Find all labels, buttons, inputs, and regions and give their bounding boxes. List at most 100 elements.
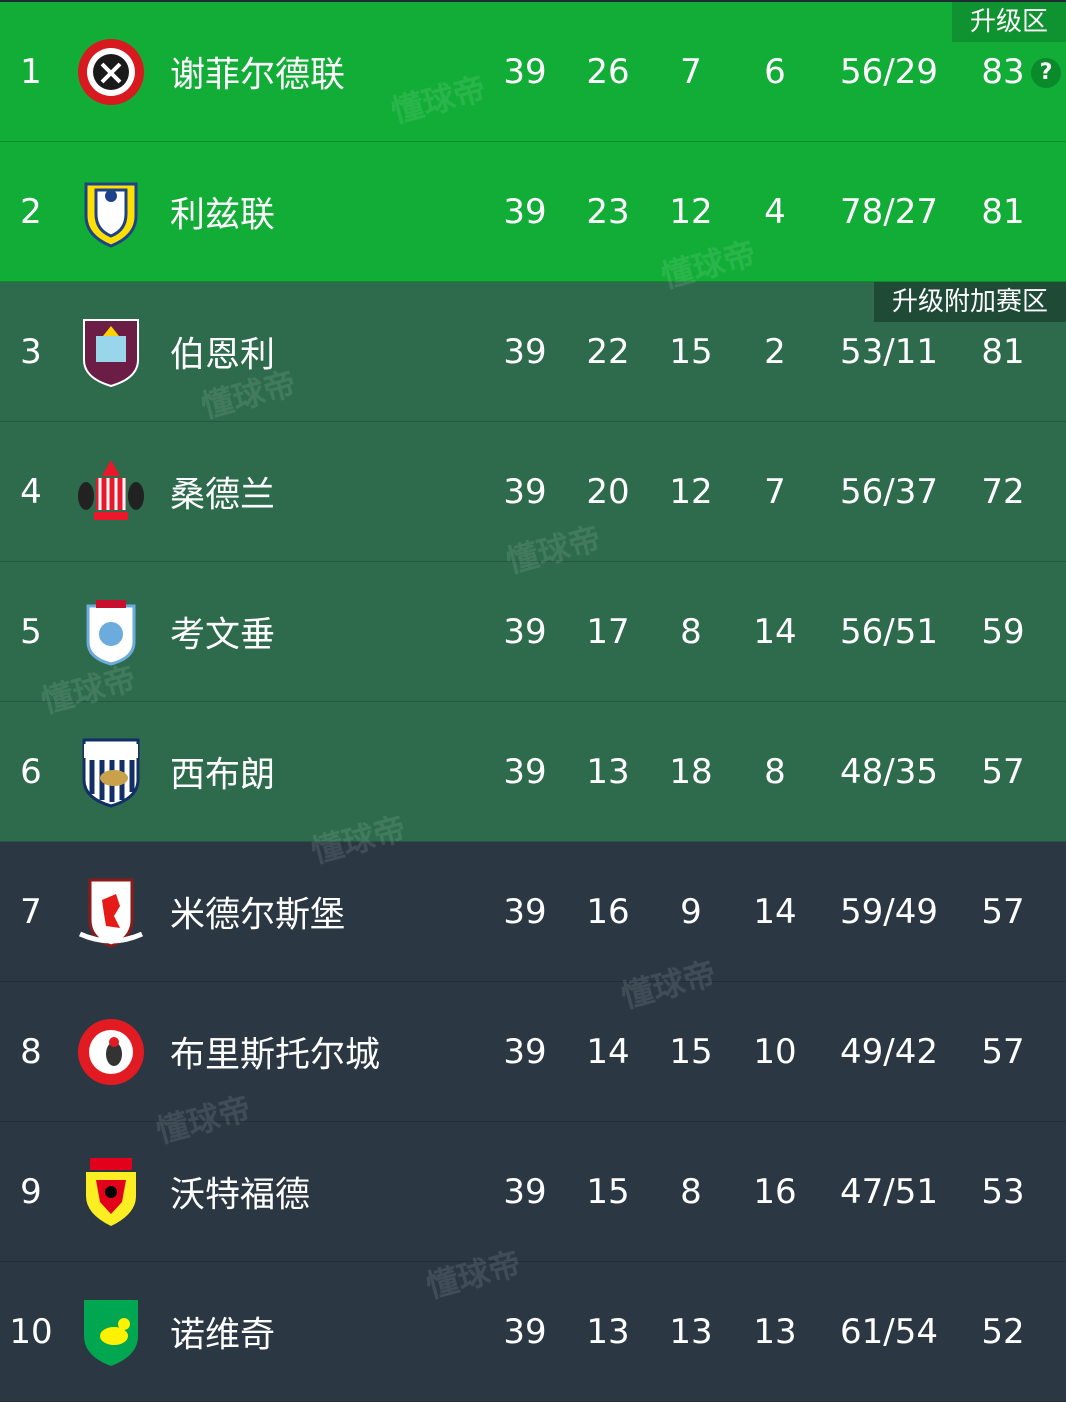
help-icon[interactable]: ? bbox=[1031, 58, 1061, 88]
draws: 8 bbox=[680, 611, 702, 652]
losses: 14 bbox=[753, 611, 797, 652]
played: 39 bbox=[503, 891, 547, 932]
west-brom-crest-icon bbox=[82, 738, 140, 808]
draws: 9 bbox=[680, 891, 702, 932]
points: 52 bbox=[981, 1312, 1025, 1352]
played: 39 bbox=[503, 611, 547, 652]
points: 59 bbox=[981, 611, 1025, 652]
goals-for-against: 56/29 bbox=[840, 51, 938, 92]
zone-label-promotion: 升级区 bbox=[951, 2, 1066, 42]
rank: 3 bbox=[20, 331, 42, 372]
losses: 16 bbox=[753, 1171, 797, 1212]
draws: 12 bbox=[669, 471, 713, 512]
table-row[interactable]: 5 考文垂 39 17 8 14 56/51 59 bbox=[0, 562, 1066, 702]
rank: 5 bbox=[20, 611, 42, 652]
losses: 8 bbox=[764, 751, 786, 792]
wins: 13 bbox=[586, 1312, 630, 1352]
draws: 12 bbox=[669, 191, 713, 232]
goals-for-against: 47/51 bbox=[840, 1171, 938, 1212]
wins: 17 bbox=[586, 611, 630, 652]
wins: 13 bbox=[586, 751, 630, 792]
team-name[interactable]: 西布朗 bbox=[170, 755, 276, 795]
team-name[interactable]: 诺维奇 bbox=[170, 1315, 276, 1356]
team-name[interactable]: 伯恩利 bbox=[170, 335, 276, 375]
rank: 8 bbox=[20, 1031, 42, 1072]
team-name[interactable]: 米德尔斯堡 bbox=[170, 895, 346, 935]
played: 39 bbox=[503, 751, 547, 792]
table-row[interactable]: 6 西布朗 39 13 18 8 48/35 57 bbox=[0, 702, 1066, 842]
losses: 13 bbox=[753, 1312, 797, 1352]
losses: 6 bbox=[764, 51, 786, 92]
losses: 14 bbox=[753, 891, 797, 932]
losses: 4 bbox=[764, 191, 786, 232]
team-name[interactable]: 沃特福德 bbox=[170, 1175, 311, 1215]
played: 39 bbox=[503, 331, 547, 372]
table-row[interactable]: 10 诺维奇 39 13 13 13 61/54 52 bbox=[0, 1262, 1066, 1402]
table-row[interactable]: 8 布里斯托尔城 39 14 15 10 49/42 57 bbox=[0, 982, 1066, 1122]
wins: 23 bbox=[586, 191, 630, 232]
zone-label-playoff: 升级附加赛区 bbox=[873, 282, 1066, 322]
rank: 7 bbox=[20, 891, 42, 932]
leeds-united-crest-icon bbox=[84, 182, 138, 248]
rank: 6 bbox=[20, 751, 42, 792]
wins: 16 bbox=[586, 891, 630, 932]
burnley-crest-icon bbox=[83, 318, 139, 387]
points: 57 bbox=[981, 891, 1025, 932]
draws: 8 bbox=[680, 1171, 702, 1212]
draws: 15 bbox=[669, 331, 713, 372]
rank: 1 bbox=[20, 51, 42, 92]
goals-for-against: 53/11 bbox=[840, 331, 938, 372]
points: 57 bbox=[981, 751, 1025, 792]
sheffield-united-crest-icon bbox=[78, 38, 144, 105]
team-name[interactable]: 布里斯托尔城 bbox=[170, 1035, 381, 1075]
goals-for-against: 78/27 bbox=[840, 191, 938, 232]
played: 39 bbox=[503, 1171, 547, 1212]
team-name[interactable]: 考文垂 bbox=[170, 615, 276, 655]
points: 83 bbox=[981, 51, 1025, 92]
middlesbrough-crest-icon bbox=[78, 878, 144, 948]
table-row[interactable]: 升级区? 1 谢菲尔德联 39 26 7 6 56/29 83 bbox=[0, 2, 1066, 142]
table-row[interactable]: 4 桑德兰 39 20 12 7 56/37 72 bbox=[0, 422, 1066, 562]
goals-for-against: 59/49 bbox=[840, 891, 938, 932]
goals-for-against: 56/51 bbox=[840, 611, 938, 652]
rank: 4 bbox=[20, 471, 42, 512]
played: 39 bbox=[503, 51, 547, 92]
team-name[interactable]: 谢菲尔德联 bbox=[170, 55, 346, 95]
norwich-crest-icon bbox=[84, 1300, 138, 1366]
goals-for-against: 48/35 bbox=[840, 751, 938, 792]
played: 39 bbox=[503, 1031, 547, 1072]
losses: 2 bbox=[764, 331, 786, 372]
draws: 7 bbox=[680, 51, 702, 92]
goals-for-against: 61/54 bbox=[840, 1312, 938, 1352]
points: 81 bbox=[981, 331, 1025, 372]
draws: 13 bbox=[669, 1312, 713, 1352]
watford-crest-icon bbox=[86, 1157, 136, 1226]
losses: 7 bbox=[764, 471, 786, 512]
played: 39 bbox=[503, 471, 547, 512]
losses: 10 bbox=[753, 1031, 797, 1072]
team-name[interactable]: 利兹联 bbox=[170, 195, 276, 235]
points: 53 bbox=[981, 1171, 1025, 1212]
draws: 18 bbox=[669, 751, 713, 792]
goals-for-against: 56/37 bbox=[840, 471, 938, 512]
goals-for-against: 49/42 bbox=[840, 1031, 938, 1072]
table-row[interactable]: 升级附加赛区 3 伯恩利 39 22 15 2 53/11 81 bbox=[0, 282, 1066, 422]
table-row[interactable]: 7 米德尔斯堡 39 16 9 14 59/49 57 bbox=[0, 842, 1066, 982]
team-name[interactable]: 桑德兰 bbox=[170, 475, 276, 515]
bristol-city-crest-icon bbox=[78, 1018, 144, 1085]
played: 39 bbox=[503, 191, 547, 232]
wins: 15 bbox=[586, 1171, 630, 1212]
wins: 14 bbox=[586, 1031, 630, 1072]
played: 39 bbox=[503, 1312, 547, 1352]
wins: 26 bbox=[586, 51, 630, 92]
points: 81 bbox=[981, 191, 1025, 232]
wins: 20 bbox=[586, 471, 630, 512]
top-divider bbox=[0, 0, 1066, 2]
rank: 9 bbox=[20, 1171, 42, 1212]
draws: 15 bbox=[669, 1031, 713, 1072]
rank: 10 bbox=[9, 1312, 53, 1352]
table-row[interactable]: 9 沃特福德 39 15 8 16 47/51 53 bbox=[0, 1122, 1066, 1262]
sunderland-crest-icon bbox=[78, 459, 144, 520]
table-row[interactable]: 2 利兹联 39 23 12 4 78/27 81 bbox=[0, 142, 1066, 282]
